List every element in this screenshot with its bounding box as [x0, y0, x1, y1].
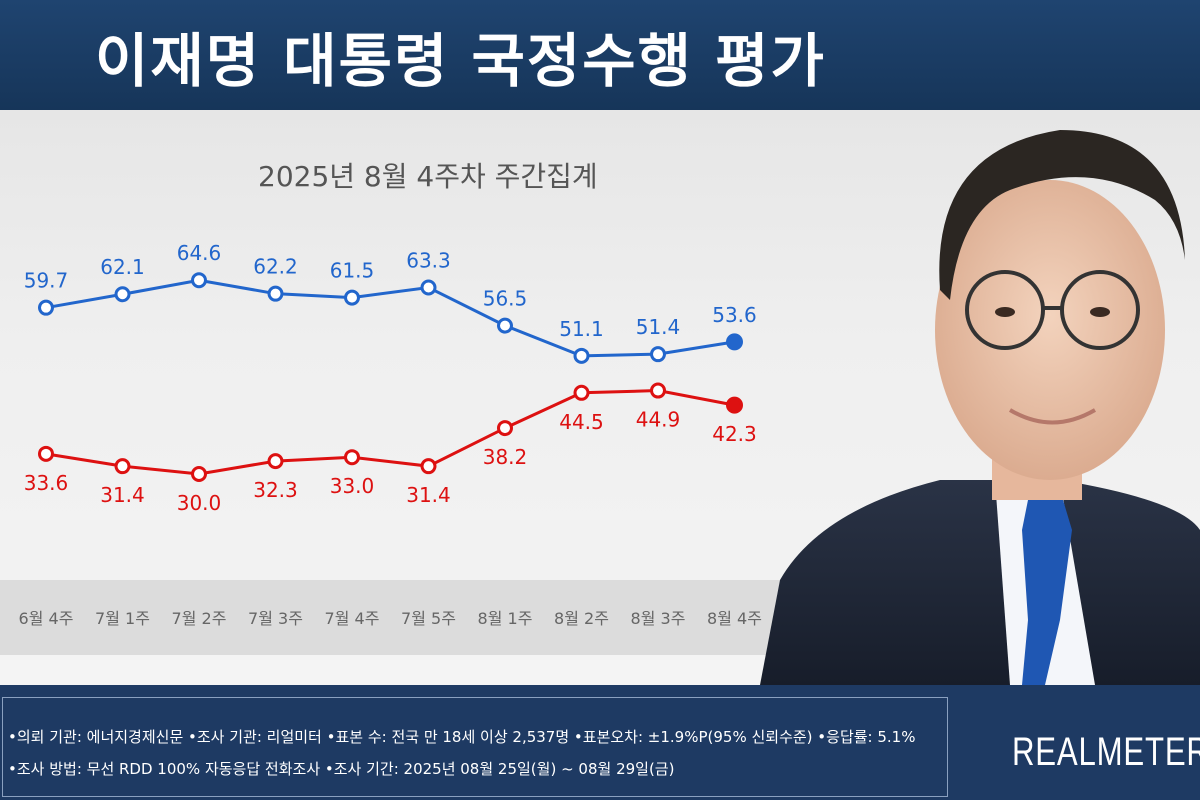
series-0-data-label: 64.6: [177, 241, 222, 265]
series-0-data-label: 62.1: [100, 255, 145, 279]
series-1-data-label: 44.5: [559, 410, 604, 434]
series-0-data-label: 62.2: [253, 255, 298, 279]
series-0-data-label: 51.4: [636, 315, 681, 339]
series-0-point: [191, 272, 207, 289]
line-chart: 59.7 62.1 64.6 62.2 61.5 63.3 56.5 51.1 51.4 53.6…: [19, 241, 762, 628]
series-1-data-label: 33.6: [24, 471, 69, 495]
survey-info-line-2: •조사 방법: 무선 RDD 100% 자동응답 전화조사 •조사 기간: 20…: [8, 760, 675, 778]
series-0-point: [38, 299, 54, 316]
series-1-data-label: 31.4: [406, 483, 451, 507]
series-1-point: [38, 445, 54, 462]
series-0-data-label: 51.1: [559, 317, 604, 341]
series-0-point: [344, 289, 360, 306]
series-1-point: [344, 449, 360, 466]
series-0-point: [114, 286, 131, 303]
x-axis-band: [0, 580, 780, 655]
series-0-point: [573, 347, 590, 364]
president-portrait: [760, 130, 1200, 685]
x-tick-label: 6월 4주: [19, 609, 74, 628]
series-0-point: [650, 346, 666, 363]
x-tick-label: 7월 5주: [401, 609, 456, 628]
survey-info-box: [2, 697, 948, 797]
series-1-data-label: 42.3: [712, 422, 757, 446]
series-0-point: [267, 285, 284, 302]
series-1-point: [191, 466, 207, 482]
x-tick-label: 8월 2주: [554, 609, 609, 628]
series-1-data-label: 33.0: [330, 474, 375, 498]
series-1-point: [420, 458, 437, 475]
x-tick-label: 8월 1주: [478, 609, 533, 628]
series-1-point: [497, 420, 513, 437]
series-1-point: [573, 384, 590, 401]
series-0-point: [420, 279, 437, 296]
x-tick-label: 7월 3주: [248, 609, 303, 628]
series-0-line: [45, 278, 735, 358]
x-tick-label: 8월 4주: [707, 609, 762, 628]
x-tick-label: 7월 4주: [325, 609, 380, 628]
series-0-data-label: 56.5: [483, 287, 528, 311]
chart-subtitle: 2025년 8월 4주차 주간집계: [258, 160, 598, 193]
series-1-data-label: 31.4: [100, 483, 145, 507]
series-1-point: [114, 458, 131, 475]
series-1-data-label: 30.0: [177, 491, 222, 515]
page-title: 이재명 대통령 국정수행 평가: [95, 27, 826, 95]
header-bar: 이재명 대통령 국정수행 평가: [0, 0, 1200, 110]
series-1-point: [267, 453, 284, 470]
series-0-point: [726, 333, 743, 351]
survey-info-line-1: •의뢰 기관: 에너지경제신문 •조사 기관: 리얼미터 •표본 수: 전국 만…: [8, 728, 916, 746]
realmeter-logo: REALMETER: [1012, 730, 1200, 774]
footer-bar: [0, 685, 1200, 800]
series-0-data-label: 61.5: [330, 259, 375, 283]
x-tick-label: 7월 1주: [95, 609, 150, 628]
series-1-data-label: 44.9: [636, 408, 681, 432]
series-1-data-label: 38.2: [483, 445, 528, 469]
series-0-point: [497, 317, 513, 334]
series-1-point: [650, 382, 666, 399]
x-tick-label: 7월 2주: [172, 609, 227, 628]
x-tick-label: 8월 3주: [631, 609, 686, 628]
series-1-point: [726, 396, 743, 414]
series-0-data-label: 59.7: [24, 269, 69, 293]
series-1-line: [45, 389, 735, 476]
series-1-data-label: 32.3: [253, 478, 298, 502]
series-0-data-label: 53.6: [712, 303, 757, 327]
series-0-data-label: 63.3: [406, 249, 451, 273]
